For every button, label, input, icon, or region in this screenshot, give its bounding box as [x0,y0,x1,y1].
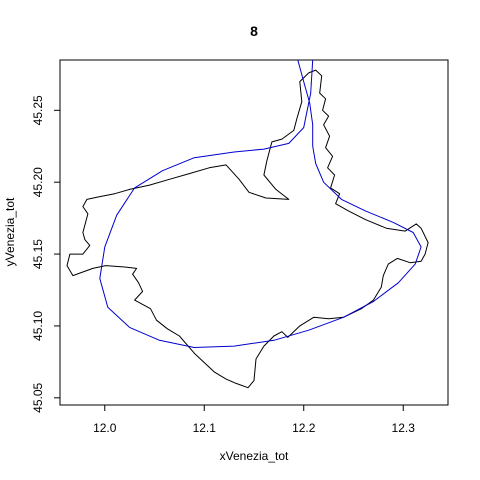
y-tick-label: 45.20 [31,167,45,197]
y-axis-label: yVenezia_tot [3,197,17,266]
series-layer [66,59,429,389]
x-tick-label: 12.2 [292,421,316,435]
plot-area [59,59,449,406]
chart-title: 8 [250,23,258,39]
x-axis-label: xVenezia_tot [220,449,289,463]
x-tick-label: 12.1 [193,421,217,435]
x-tick-label: 12.3 [392,421,416,435]
y-tick-label: 45.05 [31,382,45,412]
y-tick-label: 45.15 [31,239,45,269]
x-axis: 12.0 12.1 12.2 12.3 [93,405,415,435]
y-tick-label: 45.10 [31,311,45,341]
y-tick-label: 45.25 [31,95,45,125]
plot-frame [59,59,449,406]
x-tick-label: 12.0 [93,421,117,435]
series-line-1 [66,69,429,389]
y-axis: 45.05 45.10 45.15 45.20 45.25 [31,95,60,413]
series-line-2 [99,59,422,348]
